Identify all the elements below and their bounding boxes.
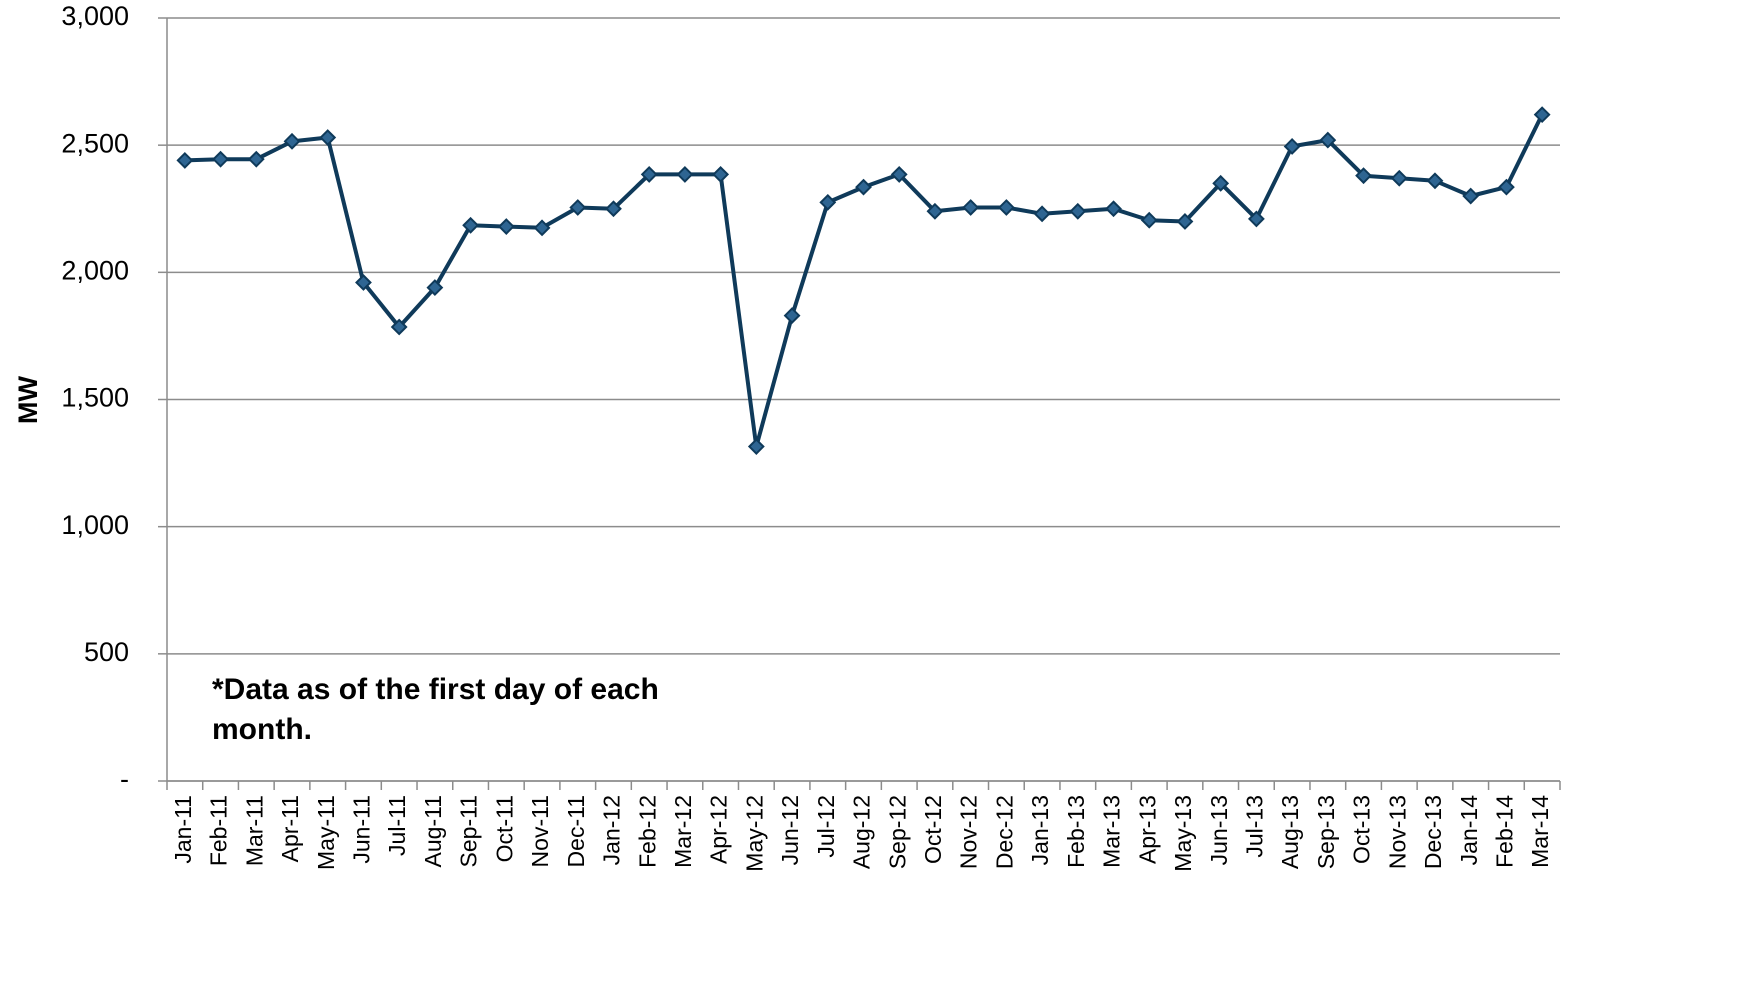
data-point [1319,131,1337,149]
data-point [1462,187,1480,205]
x-tick-label: Jul-12 [813,795,839,858]
x-tick-label: Jun-12 [777,795,803,865]
data-point [1533,106,1551,124]
data-point [212,150,229,168]
x-tick-label: Oct-13 [1349,795,1375,864]
data-point [1247,210,1265,228]
x-tick-label: Mar-11 [241,795,267,866]
x-tick-label: Dec-13 [1420,795,1446,869]
x-tick-label: Aug-11 [420,795,446,867]
data-point [1390,169,1408,187]
x-tick-label: Mar-14 [1527,795,1553,868]
y-tick-label: 2,500 [61,128,129,158]
x-tick-label: Dec-11 [563,795,589,867]
data-point [962,199,980,216]
data-point [783,307,801,324]
data-point [1176,213,1194,230]
data-point [426,279,444,297]
data-point [1426,172,1444,190]
x-tick-label: Nov-11 [527,795,553,867]
x-tick-label: May-11 [313,795,339,870]
x-tick-label: Feb-12 [634,795,660,868]
x-tick-label: Nov-12 [956,795,982,869]
x-tick-label: Jul-13 [1241,795,1267,858]
data-point [497,218,515,235]
x-tick-label: Feb-14 [1492,795,1518,868]
data-point [747,438,765,455]
data-point [533,219,551,237]
data-point [1355,167,1372,185]
x-tick-label: Nov-13 [1384,795,1410,869]
data-point [1105,200,1122,218]
data-point [247,150,265,168]
x-tick-label: Apr-11 [277,795,303,862]
x-tick-label: Jun-13 [1206,795,1232,865]
data-point [1033,205,1051,223]
x-tick-label: Sep-12 [884,795,910,869]
data-point [926,202,944,220]
data-point [1283,138,1301,155]
x-tick-label: Apr-12 [706,795,732,864]
data-point [855,178,872,196]
data-point [997,199,1015,216]
data-point [283,132,301,150]
data-point [676,166,694,183]
data-point [605,200,622,218]
data-point [1069,202,1087,220]
x-tick-label: May-12 [741,795,767,872]
data-point [819,193,837,211]
data-point [319,129,337,146]
x-tick-label: Jan-13 [1027,795,1053,865]
x-tick-label: Jan-11 [170,795,196,864]
data-point [1498,178,1515,196]
x-tick-label: Sep-13 [1313,795,1339,869]
data-point [1212,174,1230,192]
y-tick-label: 1,000 [61,510,129,540]
y-tick-label: 2,000 [61,255,129,285]
data-point [462,216,480,234]
y-axis-label: MW [13,376,43,424]
x-tick-label: Aug-13 [1277,795,1303,869]
x-tick-label: Dec-12 [991,795,1017,869]
x-tick-label: May-13 [1170,795,1196,872]
x-tick-label: Jan-12 [599,795,625,865]
data-point [890,166,908,183]
y-tick-label: 1,500 [61,383,129,413]
data-point [355,274,372,291]
x-tick-label: Jul-11 [384,795,410,856]
data-point [640,166,658,183]
x-tick-label: Jun-11 [349,795,375,864]
data-point [176,152,194,169]
x-tick-label: Mar-12 [670,795,696,868]
x-tick-label: Apr-13 [1134,795,1160,864]
y-tick-label: - [120,764,129,794]
x-tick-label: Feb-13 [1063,795,1089,868]
x-tick-label: Sep-11 [456,795,482,867]
x-tick-label: Oct-12 [920,795,946,864]
x-tick-label: Jan-14 [1456,795,1482,866]
data-point [569,199,587,216]
x-tick-label: Mar-13 [1099,795,1125,868]
data-line [184,113,1544,449]
data-point [390,318,408,336]
annotation: *Data as of the first day of each month. [212,673,659,746]
data-point [1140,211,1158,229]
data-point [712,166,730,183]
y-tick-label: 3,000 [61,1,129,31]
x-tick-label: Feb-11 [206,795,232,866]
x-tick-label: Aug-12 [849,795,875,869]
x-tick-label: Oct-11 [491,795,517,862]
y-tick-label: 500 [84,637,129,667]
